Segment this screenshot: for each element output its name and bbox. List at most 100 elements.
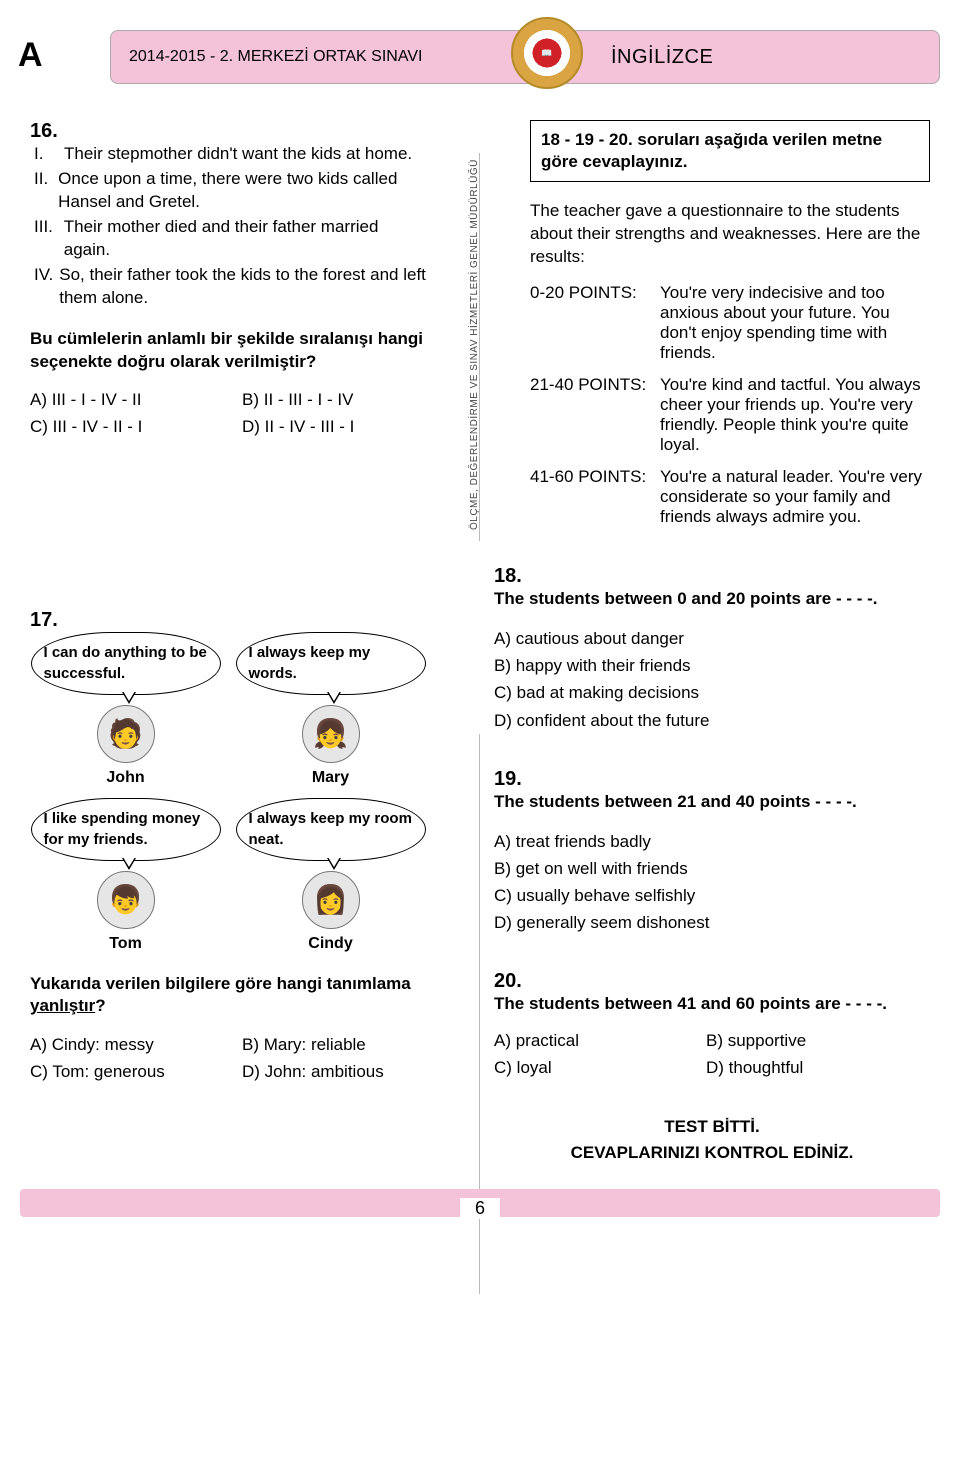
question-number: 20. <box>494 970 530 993</box>
speech-bubble: I always keep my words. <box>236 632 426 695</box>
face-icon: 👧 <box>302 705 360 763</box>
question-18: 18. The students between 0 and 20 points… <box>494 565 930 734</box>
speech-bubble: I like spending money for my friends. <box>31 798 221 861</box>
option-d: D) thoughtful <box>706 1057 890 1080</box>
question-body: The students between 0 and 20 points are… <box>494 588 890 734</box>
question-number: 16. <box>30 120 66 143</box>
question-20: 20. The students between 41 and 60 point… <box>494 970 930 1080</box>
exam-title: 2014-2015 - 2. MERKEZİ ORTAK SINAVI <box>111 48 422 66</box>
speech-bubble: I can do anything to be successful. <box>31 632 221 695</box>
points-label: 0-20 POINTS: <box>530 283 654 363</box>
question-stem: Yukarıda verilen bilgilere göre hangi ta… <box>30 973 426 1019</box>
exam-page: A 2014-2015 - 2. MERKEZİ ORTAK SINAVI 📖 … <box>0 30 960 1257</box>
question-stem: The students between 41 and 60 points ar… <box>494 993 890 1016</box>
points-label: 21-40 POINTS: <box>530 375 654 455</box>
right-column: 18 - 19 - 20. soruları aşağıda verilen m… <box>494 120 930 1175</box>
instruction-box: 18 - 19 - 20. soruları aşağıda verilen m… <box>530 120 930 182</box>
options-grid: A) practical B) supportive C) loyal D) t… <box>494 1030 890 1080</box>
option-a: A) treat friends badly <box>494 828 890 855</box>
ordering-items: I. Their stepmother didn't want the kids … <box>30 143 426 310</box>
option-c: C) Tom: generous <box>30 1061 214 1084</box>
character-name: Tom <box>109 933 142 955</box>
points-range-0-20: 0-20 POINTS: You're very indecisive and … <box>530 283 930 363</box>
item-row: III.Their mother died and their father m… <box>34 216 426 262</box>
character-cindy: I always keep my room neat. 👩 Cindy <box>235 798 426 954</box>
options-grid: A) Cindy: messy B) Mary: reliable C) Tom… <box>30 1034 426 1084</box>
face-icon: 👦 <box>97 871 155 929</box>
option-d: D) confident about the future <box>494 707 890 734</box>
ministry-logo: 📖 <box>511 17 583 89</box>
end-message: TEST BİTTİ. CEVAPLARINIZI KONTROL EDİNİZ… <box>494 1114 930 1165</box>
question-body: I can do anything to be successful. 🧑 Jo… <box>30 632 426 1084</box>
option-b: B) happy with their friends <box>494 652 890 679</box>
question-body: I. Their stepmother didn't want the kids … <box>30 143 426 439</box>
points-range-41-60: 41-60 POINTS: You're a natural leader. Y… <box>530 467 930 527</box>
option-b: B) II - III - I - IV <box>242 389 426 412</box>
question-body: The students between 41 and 60 points ar… <box>494 993 890 1080</box>
item-text: So, their father took the kids to the fo… <box>59 264 426 310</box>
end-line-1: TEST BİTTİ. <box>494 1114 930 1140</box>
question-19: 19. The students between 21 and 40 point… <box>494 768 930 937</box>
item-row: II. Once upon a time, there were two kids… <box>34 168 426 214</box>
points-label: 41-60 POINTS: <box>530 467 654 527</box>
option-a: A) Cindy: messy <box>30 1034 214 1057</box>
character-name: Cindy <box>308 933 352 955</box>
item-row: IV. So, their father took the kids to the… <box>34 264 426 310</box>
points-range-21-40: 21-40 POINTS: You're kind and tactful. Y… <box>530 375 930 455</box>
authority-label: ÖLÇME, DEĞERLENDİRME VE SINAV HİZMETLERİ… <box>469 159 480 530</box>
stem-underlined-word: yanlıştır <box>30 996 95 1015</box>
option-d: D) John: ambitious <box>242 1061 426 1084</box>
option-c: C) bad at making decisions <box>494 679 890 706</box>
speech-bubble: I always keep my room neat. <box>236 798 426 861</box>
character-john: I can do anything to be successful. 🧑 Jo… <box>30 632 221 788</box>
content-columns: 16. I. Their stepmother didn't want the k… <box>0 84 960 1175</box>
page-header: 2014-2015 - 2. MERKEZİ ORTAK SINAVI 📖 İN… <box>110 30 940 84</box>
stem-lead: Yukarıda verilen bilgilere göre hangi ta… <box>30 974 411 993</box>
options-list: A) treat friends badly B) get on well wi… <box>494 828 890 937</box>
footer-bar: 6 <box>20 1189 940 1217</box>
options-grid: A) III - I - IV - II B) II - III - I - I… <box>30 389 426 439</box>
option-a: A) cautious about danger <box>494 625 890 652</box>
question-body: The students between 21 and 40 points - … <box>494 791 890 937</box>
page-number: 6 <box>460 1198 500 1219</box>
left-column: 16. I. Their stepmother didn't want the k… <box>30 120 466 1175</box>
roman-numeral: IV. <box>34 264 53 310</box>
points-text: You're very indecisive and too anxious a… <box>660 283 930 363</box>
option-b: B) get on well with friends <box>494 855 890 882</box>
option-c: C) III - IV - II - I <box>30 416 214 439</box>
question-16: 16. I. Their stepmother didn't want the k… <box>30 120 466 439</box>
characters-grid: I can do anything to be successful. 🧑 Jo… <box>30 632 426 954</box>
option-b: B) supportive <box>706 1030 890 1053</box>
passage-intro: The teacher gave a questionnaire to the … <box>530 200 930 269</box>
face-icon: 🧑 <box>97 705 155 763</box>
question-stem: Bu cümlelerin anlamlı bir şekilde sırala… <box>30 328 426 374</box>
option-d: D) II - IV - III - I <box>242 416 426 439</box>
character-name: Mary <box>312 767 349 789</box>
question-stem: The students between 21 and 40 points - … <box>494 791 890 814</box>
character-tom: I like spending money for my friends. 👦 … <box>30 798 221 954</box>
face-icon: 👩 <box>302 871 360 929</box>
roman-numeral: II. <box>34 168 52 214</box>
points-text: You're kind and tactful. You always chee… <box>660 375 930 455</box>
character-name: John <box>106 767 144 789</box>
end-line-2: CEVAPLARINIZI KONTROL EDİNİZ. <box>494 1140 930 1166</box>
roman-numeral: I. <box>34 143 58 166</box>
question-17: 17. I can do anything to be successful. … <box>30 609 466 1084</box>
item-text: Once upon a time, there were two kids ca… <box>58 168 426 214</box>
subject-name: İNGİLİZCE <box>611 46 713 69</box>
item-row: I. Their stepmother didn't want the kids … <box>34 143 426 166</box>
question-number: 17. <box>30 609 66 632</box>
options-list: A) cautious about danger B) happy with t… <box>494 625 890 734</box>
option-d: D) generally seem dishonest <box>494 909 890 936</box>
option-c: C) usually behave selfishly <box>494 882 890 909</box>
character-mary: I always keep my words. 👧 Mary <box>235 632 426 788</box>
question-number: 18. <box>494 565 530 588</box>
roman-numeral: III. <box>34 216 58 262</box>
option-b: B) Mary: reliable <box>242 1034 426 1057</box>
item-text: Their stepmother didn't want the kids at… <box>64 143 412 166</box>
option-c: C) loyal <box>494 1057 678 1080</box>
option-a: A) practical <box>494 1030 678 1053</box>
question-stem: The students between 0 and 20 points are… <box>494 588 890 611</box>
item-text: Their mother died and their father marri… <box>64 216 426 262</box>
question-number: 19. <box>494 768 530 791</box>
